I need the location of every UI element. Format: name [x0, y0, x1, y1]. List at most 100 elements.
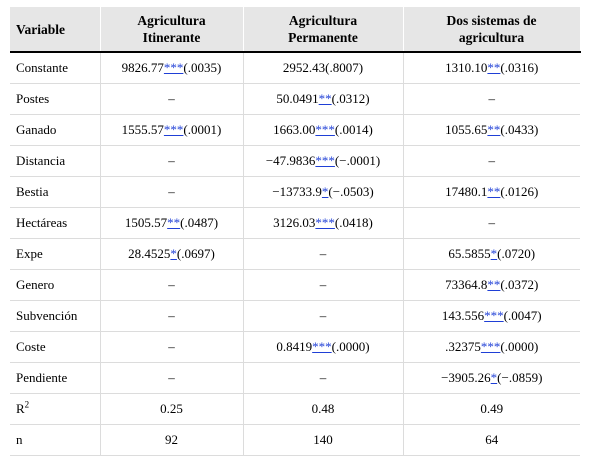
significance-link[interactable]: *** — [315, 215, 335, 230]
value-cell: – — [100, 176, 244, 208]
value-cell: .32375***(.0000) — [403, 331, 580, 363]
header-line1: Agricultura — [288, 13, 358, 28]
p-value: (.0697) — [176, 246, 215, 261]
coefficient: 9826.77 — [121, 60, 164, 75]
value-cell: −47.9836***(−.0001) — [243, 145, 404, 177]
value-cell: 0.48 — [243, 393, 404, 425]
header-permanente: Agricultura Permanente — [243, 7, 404, 52]
significance-link[interactable]: * — [490, 246, 498, 261]
p-value: (.0001) — [183, 122, 222, 137]
significance-link[interactable]: ** — [487, 60, 501, 75]
row-label: Constante — [10, 51, 101, 84]
row-label-text: Coste — [16, 339, 46, 354]
value-cell: −3905.26*(−.0859) — [403, 362, 580, 394]
coefficient: – — [168, 308, 175, 323]
significance-link[interactable]: *** — [480, 339, 501, 354]
value-cell: – — [100, 83, 244, 115]
p-value: (.0014) — [334, 122, 373, 137]
row-label: Bestia — [10, 176, 101, 208]
value-cell: 1663.00***(.0014) — [243, 114, 404, 146]
coefficient: 143.556 — [441, 308, 485, 323]
significance-link[interactable]: * — [490, 370, 498, 385]
value-cell: 28.4525*(.0697) — [100, 238, 244, 270]
superscript: 2 — [24, 399, 30, 410]
row-label: Expe — [10, 238, 101, 270]
header-line1: Agricultura — [137, 13, 206, 28]
value-cell: 2952.43(.8007) — [243, 51, 404, 84]
table-row: Ganado 1555.57***(.0001) 1663.00***(.0014)… — [10, 114, 580, 146]
coefficient: – — [168, 91, 175, 106]
value-cell: – — [403, 145, 580, 177]
row-label: Coste — [10, 331, 101, 363]
significance-link[interactable]: * — [321, 184, 329, 199]
significance-link[interactable]: *** — [315, 153, 335, 168]
p-value: (.0000) — [500, 339, 539, 354]
header-line1: Dos sistemas de — [446, 13, 537, 28]
coefficient: – — [319, 277, 327, 292]
value-cell: – — [403, 207, 580, 239]
value-cell: 92 — [100, 424, 244, 456]
header-variable-text: Variable — [16, 21, 66, 37]
row-label-text: n — [16, 432, 23, 447]
p-value: (.0720) — [497, 246, 536, 261]
row-label: Pendiente — [10, 362, 101, 394]
table-row: Hectáreas 1505.57**(.0487) 3126.03***(.041… — [10, 207, 580, 239]
p-value: (.0035) — [183, 60, 222, 75]
value-cell: 50.0491**(.0312) — [243, 83, 404, 115]
significance-link[interactable]: ** — [318, 91, 332, 106]
coefficient: – — [488, 91, 496, 106]
coefficient: 1555.57 — [121, 122, 164, 137]
p-value: (−.0859) — [497, 370, 543, 385]
p-value: (.0047) — [503, 308, 542, 323]
table-row: Distancia – −47.9836***(−.0001) – — [10, 145, 580, 177]
value-cell: 0.25 — [100, 393, 244, 425]
significance-link[interactable]: ** — [167, 215, 181, 230]
coefficient: 17480.1 — [445, 184, 488, 199]
coefficient: −13733.9 — [272, 184, 322, 199]
coefficient: – — [168, 339, 175, 354]
coefficient: 0.25 — [160, 401, 183, 416]
value-cell: – — [100, 145, 244, 177]
value-cell: −13733.9*(−.0503) — [243, 176, 404, 208]
header-line2: Permanente — [288, 30, 358, 45]
coefficient: 28.4525 — [128, 246, 171, 261]
coefficient: 3126.03 — [273, 215, 316, 230]
value-cell: – — [100, 362, 244, 394]
coefficient: .32375 — [445, 339, 481, 354]
p-value: (.0372) — [500, 277, 539, 292]
value-cell: 73364.8**(.0372) — [403, 269, 580, 301]
table-row: Genero – – 73364.8**(.0372) — [10, 269, 580, 301]
significance-link[interactable]: ** — [487, 277, 501, 292]
table-header: Variable Agricultura Itinerante Agricultu… — [10, 7, 581, 52]
coefficient: 2952.43(.8007) — [282, 60, 364, 75]
p-value: (.0126) — [500, 184, 539, 199]
row-label-text: Genero — [16, 277, 55, 292]
row-label-text: Subvención — [16, 308, 78, 323]
p-value: (.0000) — [331, 339, 370, 354]
significance-link[interactable]: *** — [163, 122, 184, 137]
significance-link[interactable]: *** — [484, 308, 504, 323]
significance-link[interactable]: ** — [487, 122, 501, 137]
row-label-text: Postes — [16, 91, 50, 106]
coefficient: 65.5855 — [448, 246, 491, 261]
significance-link[interactable]: * — [170, 246, 177, 261]
coefficient: 50.0491 — [276, 91, 319, 106]
value-cell: – — [243, 269, 404, 301]
significance-link[interactable]: *** — [312, 339, 332, 354]
row-label: Distancia — [10, 145, 101, 177]
coefficient: 1663.00 — [273, 122, 316, 137]
p-value: (.0487) — [180, 215, 219, 230]
value-cell: 1055.65**(.0433) — [403, 114, 580, 146]
significance-link[interactable]: *** — [315, 122, 335, 137]
coefficient: 64 — [485, 432, 499, 447]
row-label: Hectáreas — [10, 207, 101, 239]
significance-link[interactable]: ** — [487, 184, 501, 199]
significance-link[interactable]: *** — [163, 60, 184, 75]
value-cell: – — [100, 269, 244, 301]
value-cell: – — [100, 331, 244, 363]
table-row: R2 0.25 0.48 0.49 — [10, 393, 580, 425]
header-line2: Itinerante — [142, 30, 201, 45]
row-label: Postes — [10, 83, 101, 115]
value-cell: 64 — [403, 424, 580, 456]
header-variable: Variable — [10, 7, 101, 52]
